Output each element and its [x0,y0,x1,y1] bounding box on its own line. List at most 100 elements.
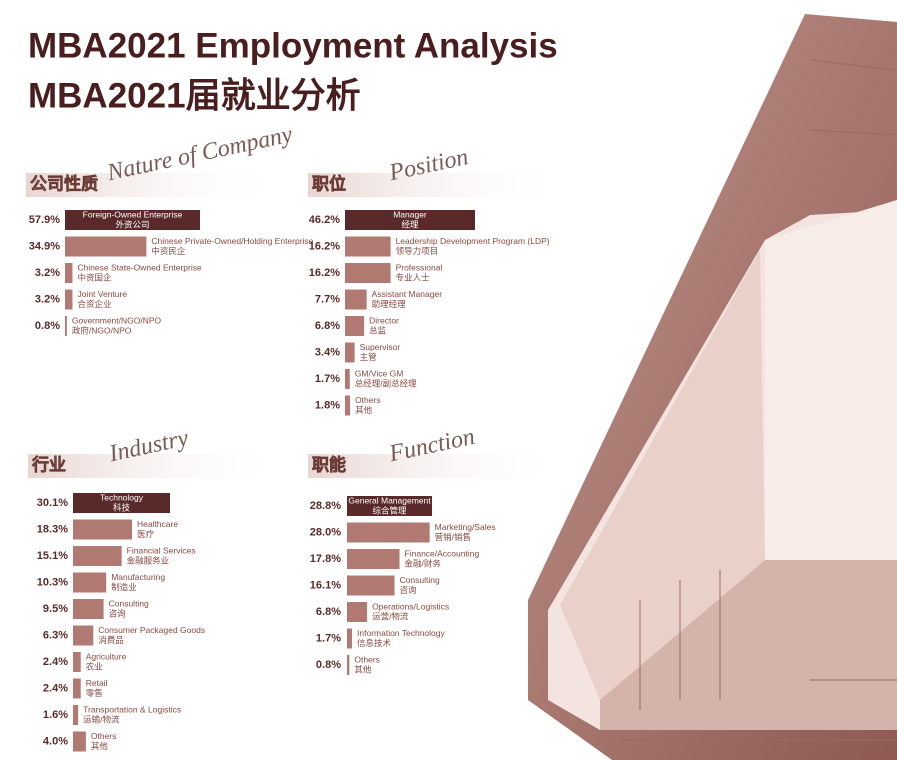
bar [345,236,391,257]
value-label: 16.1% [310,579,341,591]
bar [65,289,73,310]
category-label-zh: 消费品 [98,635,124,645]
value-label: 1.8% [315,399,340,411]
header-band [26,173,286,197]
header-band [28,454,288,478]
category-label: Government/NGO/NPO [72,315,162,325]
value-label: 2.4% [43,656,68,668]
value-label: 16.2% [309,240,340,252]
bar [73,705,79,725]
category-label-zh: 合资企业 [77,299,111,309]
bar [347,602,368,622]
category-label: GM/Vice GM [355,368,404,378]
bar [345,263,391,283]
bar [73,625,94,646]
category-label-zh: 营销/销售 [435,532,471,542]
category-label: Manager [393,209,427,219]
category-label-zh: 农业 [86,661,103,671]
value-label: 17.8% [310,553,341,565]
bar [345,342,355,363]
section-title: 职能 [312,454,346,474]
value-label: 6.8% [316,606,341,618]
category-label-zh: 咨询 [109,608,126,618]
bar [73,519,132,540]
value-label: 28.0% [310,526,341,538]
category-label: Consulting [400,575,440,585]
category-label-zh: 医疗 [137,529,155,539]
category-label: Financial Services [127,545,196,555]
bar [345,369,350,389]
bar [347,655,350,675]
section-title: 职位 [312,173,346,193]
value-label: 46.2% [309,214,340,226]
category-label: Others [355,395,381,405]
bar [65,263,73,283]
category-label: Others [91,731,117,741]
category-label: Agriculture [86,651,127,661]
value-label: 57.9% [29,214,60,226]
category-label-zh: 助理经理 [372,299,407,309]
bar [65,236,147,257]
value-label: 34.9% [29,240,60,252]
value-label: 30.1% [37,497,68,509]
category-label-zh: 政府/NGO/NPO [72,325,132,335]
category-label: Retail [86,678,108,688]
section-title: 行业 [31,454,66,474]
bar [65,316,67,336]
category-label-zh: 运营/物流 [372,611,409,621]
value-label: 6.3% [43,629,68,641]
category-label: Foreign-Owned Enterprise [83,209,183,219]
value-label: 9.5% [43,603,68,615]
value-label: 3.4% [315,346,340,358]
category-label-zh: 零售 [86,688,103,698]
header-band [308,173,568,197]
bar [65,210,200,230]
section-title: 公司性质 [30,173,98,193]
category-label-zh: 运输/物流 [83,714,120,724]
category-label-zh: 金融服务业 [127,555,170,565]
category-label: Information Technology [357,628,445,638]
category-label: Transportation & Logistics [83,704,181,714]
category-label: Finance/Accounting [405,548,480,558]
category-label: Joint Venture [77,289,127,299]
building [528,14,897,760]
category-label: Consulting [109,598,149,608]
category-label-zh: 其他 [354,664,372,674]
value-label: 2.4% [43,682,68,694]
category-label: Technology [100,492,144,502]
bar [345,316,365,336]
category-label: Chinese Private-Owned/Holding Enterprise [151,236,313,246]
category-label-zh: 综合管理 [372,505,407,515]
category-label: General Management [348,495,431,505]
title-en: MBA2021 Employment Analysis [28,26,558,65]
category-label-zh: 专业人士 [396,272,431,282]
bar [345,289,367,310]
value-label: 4.0% [43,735,68,747]
category-label: Chinese State-Owned Enterprise [77,262,202,272]
category-label-zh: 领导力项目 [396,246,439,256]
value-label: 1.7% [315,373,340,385]
header-band [308,454,568,478]
category-label-zh: 金融/财务 [405,558,442,568]
value-label: 16.2% [309,267,340,279]
value-label: 28.8% [310,500,341,512]
value-label: 1.7% [316,632,341,644]
category-label: Leadership Development Program (LDP) [396,236,550,246]
value-label: 15.1% [37,550,68,562]
value-label: 6.8% [315,320,340,332]
value-label: 1.6% [43,709,68,721]
title-zh: MBA2021届就业分析 [28,76,361,115]
value-label: 3.2% [35,293,60,305]
category-label: Others [354,654,380,664]
value-label: 10.3% [37,576,68,588]
bar [347,522,430,543]
category-label-zh: 制造业 [111,582,137,592]
category-label: Supervisor [360,342,401,352]
category-label-zh: 中资民企 [151,246,186,256]
category-label: Director [369,315,399,325]
category-label-zh: 其他 [355,405,373,415]
bar [347,628,353,649]
bar [73,546,122,566]
